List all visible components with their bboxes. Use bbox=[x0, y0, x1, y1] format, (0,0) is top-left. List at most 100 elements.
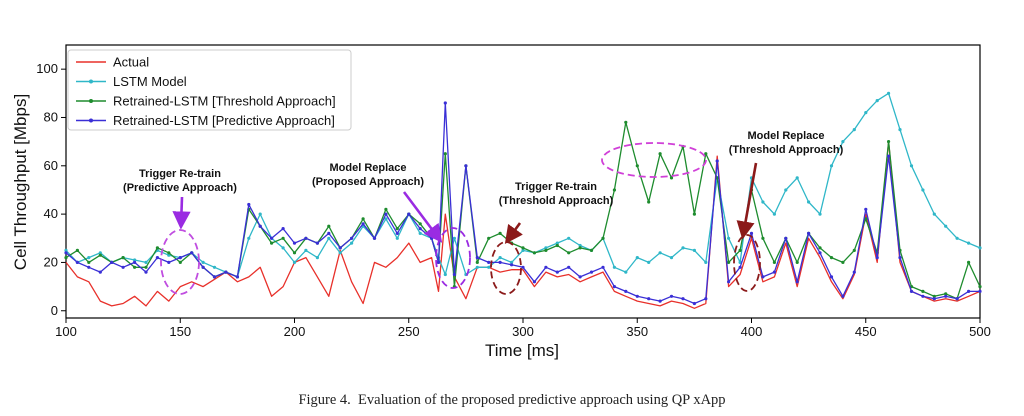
data-point bbox=[350, 241, 354, 245]
data-point bbox=[475, 256, 479, 260]
data-point bbox=[887, 154, 891, 158]
series-1 bbox=[64, 91, 982, 279]
data-point bbox=[898, 128, 902, 132]
data-point bbox=[589, 248, 594, 252]
data-point bbox=[841, 294, 845, 298]
data-point bbox=[327, 224, 331, 228]
data-point bbox=[532, 280, 537, 284]
data-point bbox=[487, 260, 491, 264]
data-point bbox=[909, 164, 914, 168]
legend-marker bbox=[89, 99, 93, 103]
data-point bbox=[281, 246, 285, 250]
data-point bbox=[235, 275, 239, 279]
data-point bbox=[692, 212, 697, 216]
series-layer bbox=[64, 91, 982, 309]
data-point bbox=[578, 275, 582, 279]
data-point bbox=[967, 260, 971, 264]
data-point bbox=[395, 231, 399, 235]
data-point bbox=[704, 260, 708, 264]
figure-caption: Figure 4. Evaluation of the proposed pre… bbox=[0, 392, 1024, 409]
annotation-3-line-2: (Threshold Approach) bbox=[499, 195, 614, 207]
data-point bbox=[555, 270, 559, 274]
data-point bbox=[338, 246, 342, 250]
data-point bbox=[578, 246, 582, 250]
x-tick-label: 100 bbox=[55, 324, 77, 339]
highlight-ellipse-threshold-spike bbox=[601, 142, 707, 178]
data-point bbox=[898, 256, 902, 260]
highlight-ellipse-proposed-replace bbox=[435, 227, 471, 289]
data-point bbox=[612, 188, 617, 192]
data-point bbox=[361, 222, 365, 226]
data-point bbox=[818, 246, 822, 250]
data-point bbox=[978, 289, 982, 293]
annotation-4-line-2: (Threshold Approach) bbox=[729, 144, 844, 156]
data-point bbox=[338, 251, 342, 255]
x-tick-label: 350 bbox=[626, 324, 648, 339]
data-point bbox=[521, 248, 525, 252]
x-tick-label: 200 bbox=[284, 324, 306, 339]
data-point bbox=[510, 263, 514, 267]
data-point bbox=[967, 289, 971, 293]
arrow-threshold-retrain bbox=[504, 222, 523, 244]
arrow-proposed-replace bbox=[402, 191, 443, 243]
data-point bbox=[98, 253, 102, 257]
caption-label: Figure 4. bbox=[298, 392, 351, 408]
data-point bbox=[692, 301, 697, 306]
data-point bbox=[281, 236, 285, 240]
x-tick-label: 150 bbox=[169, 324, 191, 339]
data-point bbox=[443, 152, 447, 156]
series-line bbox=[65, 102, 980, 305]
legend-label: Actual bbox=[113, 55, 149, 70]
data-point bbox=[795, 280, 799, 284]
data-point bbox=[258, 212, 262, 216]
data-point bbox=[521, 246, 525, 250]
data-point bbox=[887, 140, 891, 144]
data-point bbox=[110, 260, 114, 264]
series-line bbox=[65, 140, 981, 309]
arrow-predictive-retrain bbox=[172, 196, 191, 230]
data-point bbox=[327, 236, 331, 240]
data-point bbox=[567, 251, 571, 255]
data-point bbox=[635, 294, 639, 298]
data-point bbox=[555, 243, 559, 248]
data-point bbox=[544, 248, 548, 252]
data-point bbox=[612, 265, 617, 269]
data-point bbox=[601, 236, 605, 240]
data-point bbox=[567, 236, 571, 240]
data-point bbox=[829, 164, 834, 168]
data-point bbox=[647, 260, 651, 264]
x-axis-label: Time [ms] bbox=[485, 341, 559, 360]
data-point bbox=[212, 275, 217, 279]
data-point bbox=[681, 297, 685, 301]
data-point bbox=[98, 251, 102, 255]
caption-text: Evaluation of the proposed predictive ap… bbox=[358, 392, 726, 408]
x-tick-label: 250 bbox=[398, 324, 420, 339]
data-point bbox=[727, 236, 731, 240]
data-point bbox=[430, 236, 434, 240]
data-point bbox=[178, 256, 182, 260]
data-point bbox=[443, 101, 447, 105]
data-point bbox=[704, 297, 708, 301]
data-point bbox=[167, 253, 171, 257]
data-point bbox=[669, 176, 674, 180]
data-point bbox=[932, 294, 936, 298]
data-point bbox=[498, 256, 502, 260]
y-tick-label: 80 bbox=[44, 109, 58, 124]
y-axis: 0 20 40 60 80 100 bbox=[36, 61, 66, 318]
data-point bbox=[258, 224, 262, 228]
data-point bbox=[624, 270, 628, 274]
data-point bbox=[955, 297, 959, 301]
series-2 bbox=[64, 120, 982, 301]
legend-box bbox=[67, 49, 352, 131]
data-point bbox=[841, 260, 845, 264]
data-point bbox=[270, 241, 274, 245]
data-point bbox=[418, 222, 422, 226]
data-point bbox=[155, 256, 159, 260]
data-point bbox=[452, 272, 456, 277]
data-point bbox=[144, 265, 148, 269]
data-point bbox=[121, 256, 125, 260]
data-point bbox=[167, 260, 171, 264]
data-point bbox=[635, 164, 639, 168]
data-point bbox=[443, 272, 447, 277]
data-point bbox=[144, 270, 148, 274]
